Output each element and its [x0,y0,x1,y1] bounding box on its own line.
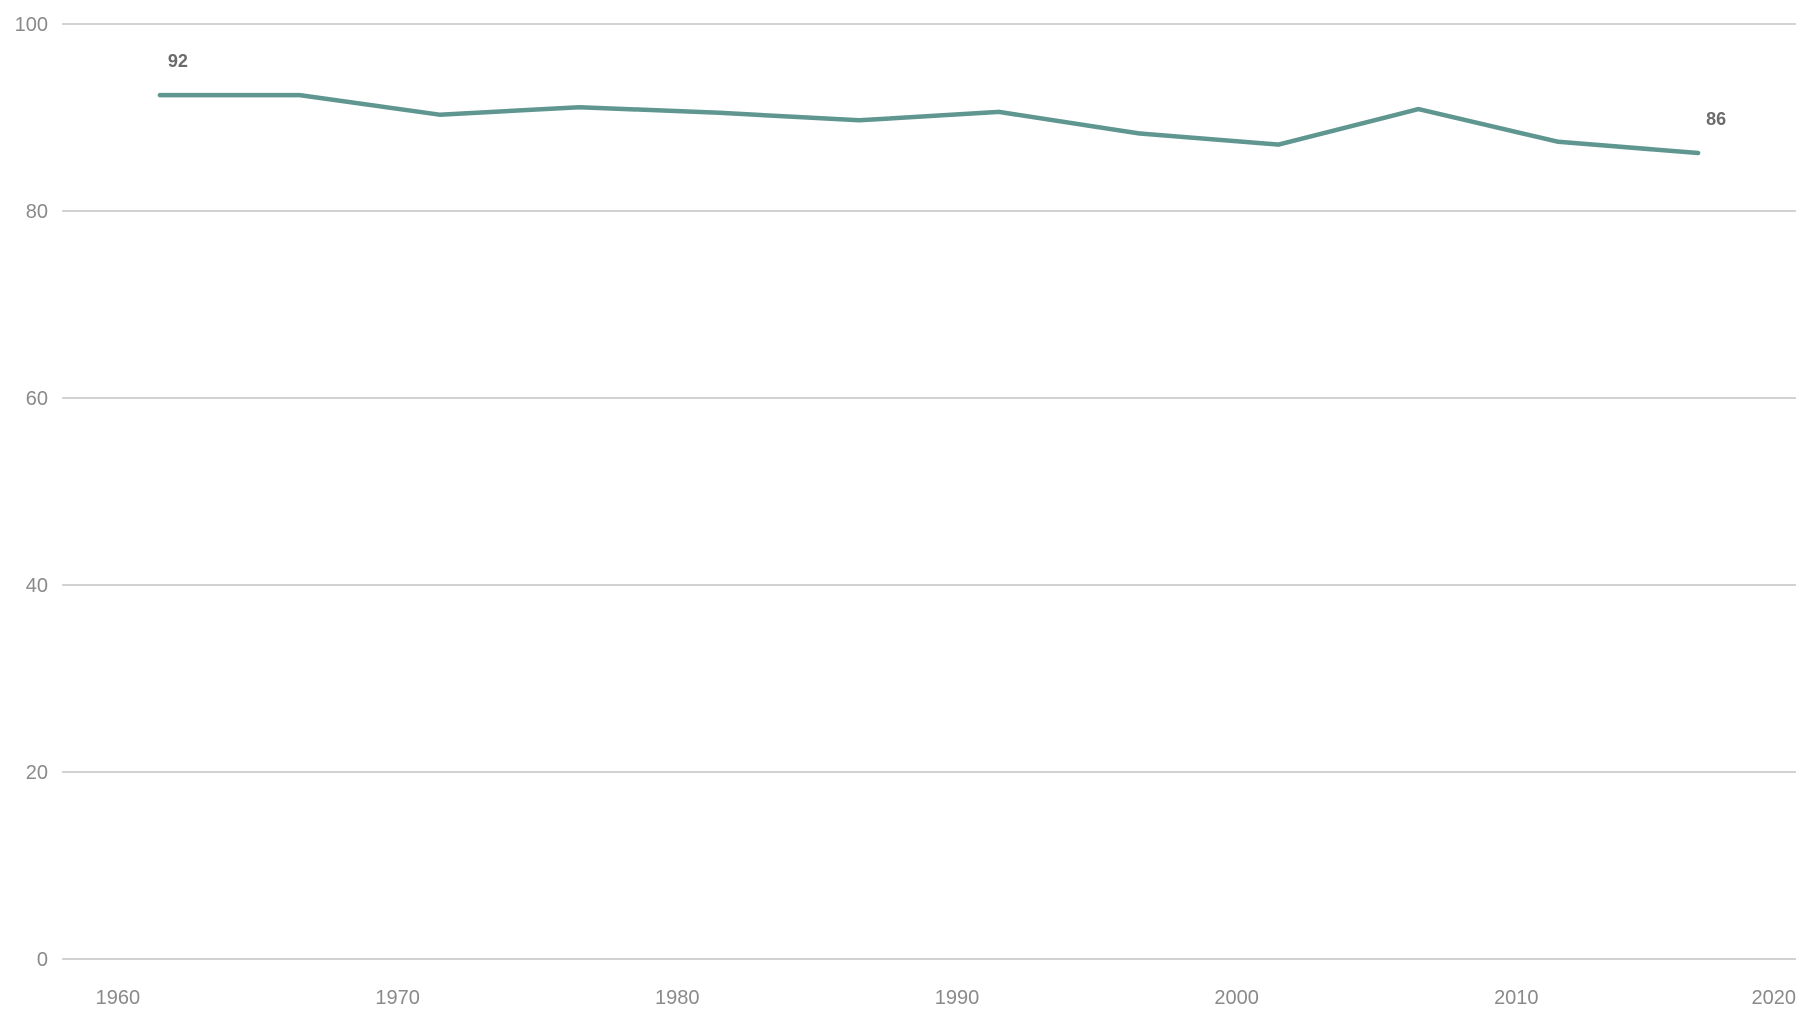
x-tick-label: 2010 [1494,987,1539,1009]
series-line-0 [157,92,1701,156]
data-label: 92 [168,51,188,71]
y-tick-label: 100 [15,14,48,36]
y-tick-label: 80 [26,201,48,223]
x-tick-label: 1980 [655,987,700,1009]
x-tick-label: 1970 [375,987,420,1009]
x-tick-label: 1990 [935,987,980,1009]
y-tick-label: 60 [26,388,48,410]
data-label: 86 [1706,109,1726,129]
y-tick-label: 20 [26,762,48,784]
y-tick-label: 40 [26,575,48,597]
x-tick-label: 2000 [1214,987,1259,1009]
x-tick-label: 1960 [96,987,141,1009]
y-tick-label: 0 [37,949,48,971]
x-tick-label: 2020 [1752,987,1797,1009]
